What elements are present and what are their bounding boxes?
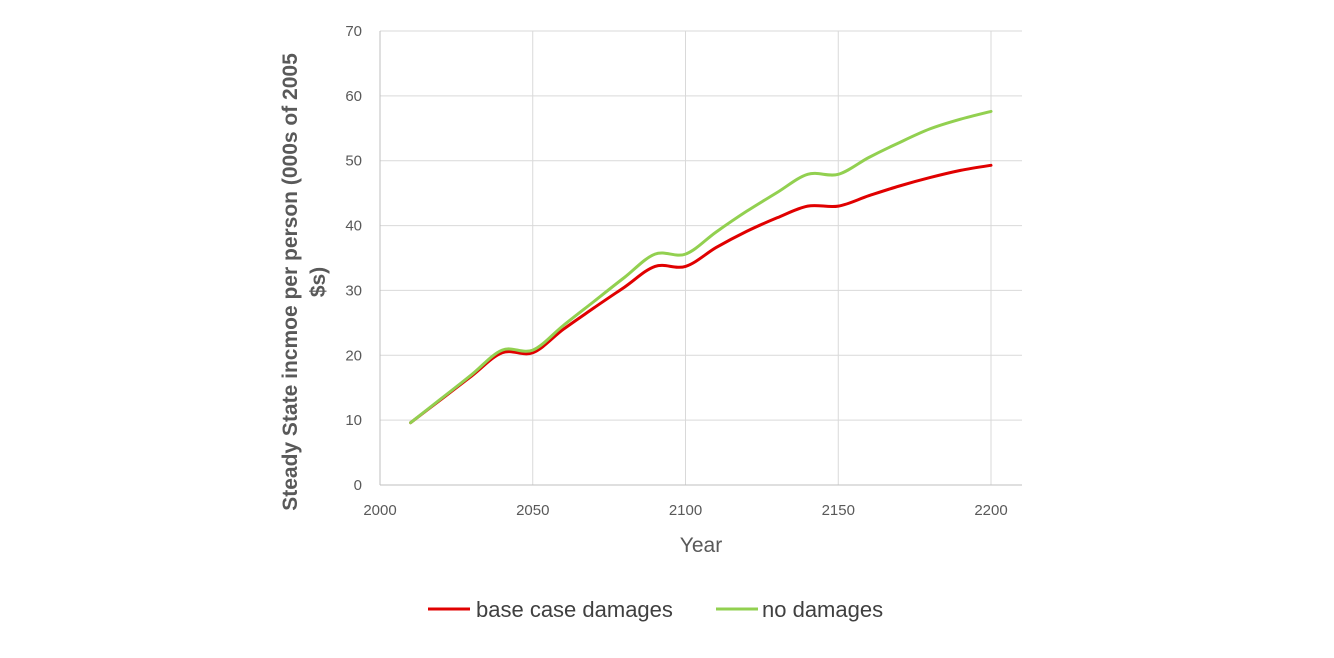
y-tick-label: 70 xyxy=(345,23,362,40)
x-tick-label: 2100 xyxy=(669,502,702,519)
y-tick-label: 30 xyxy=(345,282,362,299)
y-tick-label: 10 xyxy=(345,412,362,429)
y-axis-title-line-2: $s) xyxy=(307,267,330,297)
legend-label-base-case-damages: base case damages xyxy=(476,597,673,622)
tick-labels: 0 10 20 30 40 50 60 70 2000 2050 2100 2150 2200 xyxy=(345,23,1007,519)
series-line-no-damages xyxy=(409,109,993,425)
legend-label-no-damages: no damages xyxy=(762,597,883,622)
legend: base case damages no damages xyxy=(428,597,883,622)
y-tick-label: 60 xyxy=(345,88,362,105)
y-axis-title: Steady State incmoe per person (000s of … xyxy=(279,53,330,511)
y-tick-label: 40 xyxy=(345,218,362,235)
x-tick-label: 2050 xyxy=(516,502,549,519)
y-tick-label: 50 xyxy=(345,153,362,170)
y-axis-title-line-1: Steady State incmoe per person (000s of … xyxy=(279,53,302,511)
series-line-base-case-damages xyxy=(409,163,993,425)
y-tick-label: 20 xyxy=(345,347,362,364)
x-axis-title: Year xyxy=(680,534,722,557)
axes xyxy=(379,31,1022,486)
x-tick-label: 2200 xyxy=(974,502,1007,519)
series-lines xyxy=(409,109,993,425)
gridlines xyxy=(380,30,1022,485)
x-tick-label: 2000 xyxy=(363,502,396,519)
y-tick-label: 0 xyxy=(354,477,362,494)
x-tick-label: 2150 xyxy=(822,502,855,519)
